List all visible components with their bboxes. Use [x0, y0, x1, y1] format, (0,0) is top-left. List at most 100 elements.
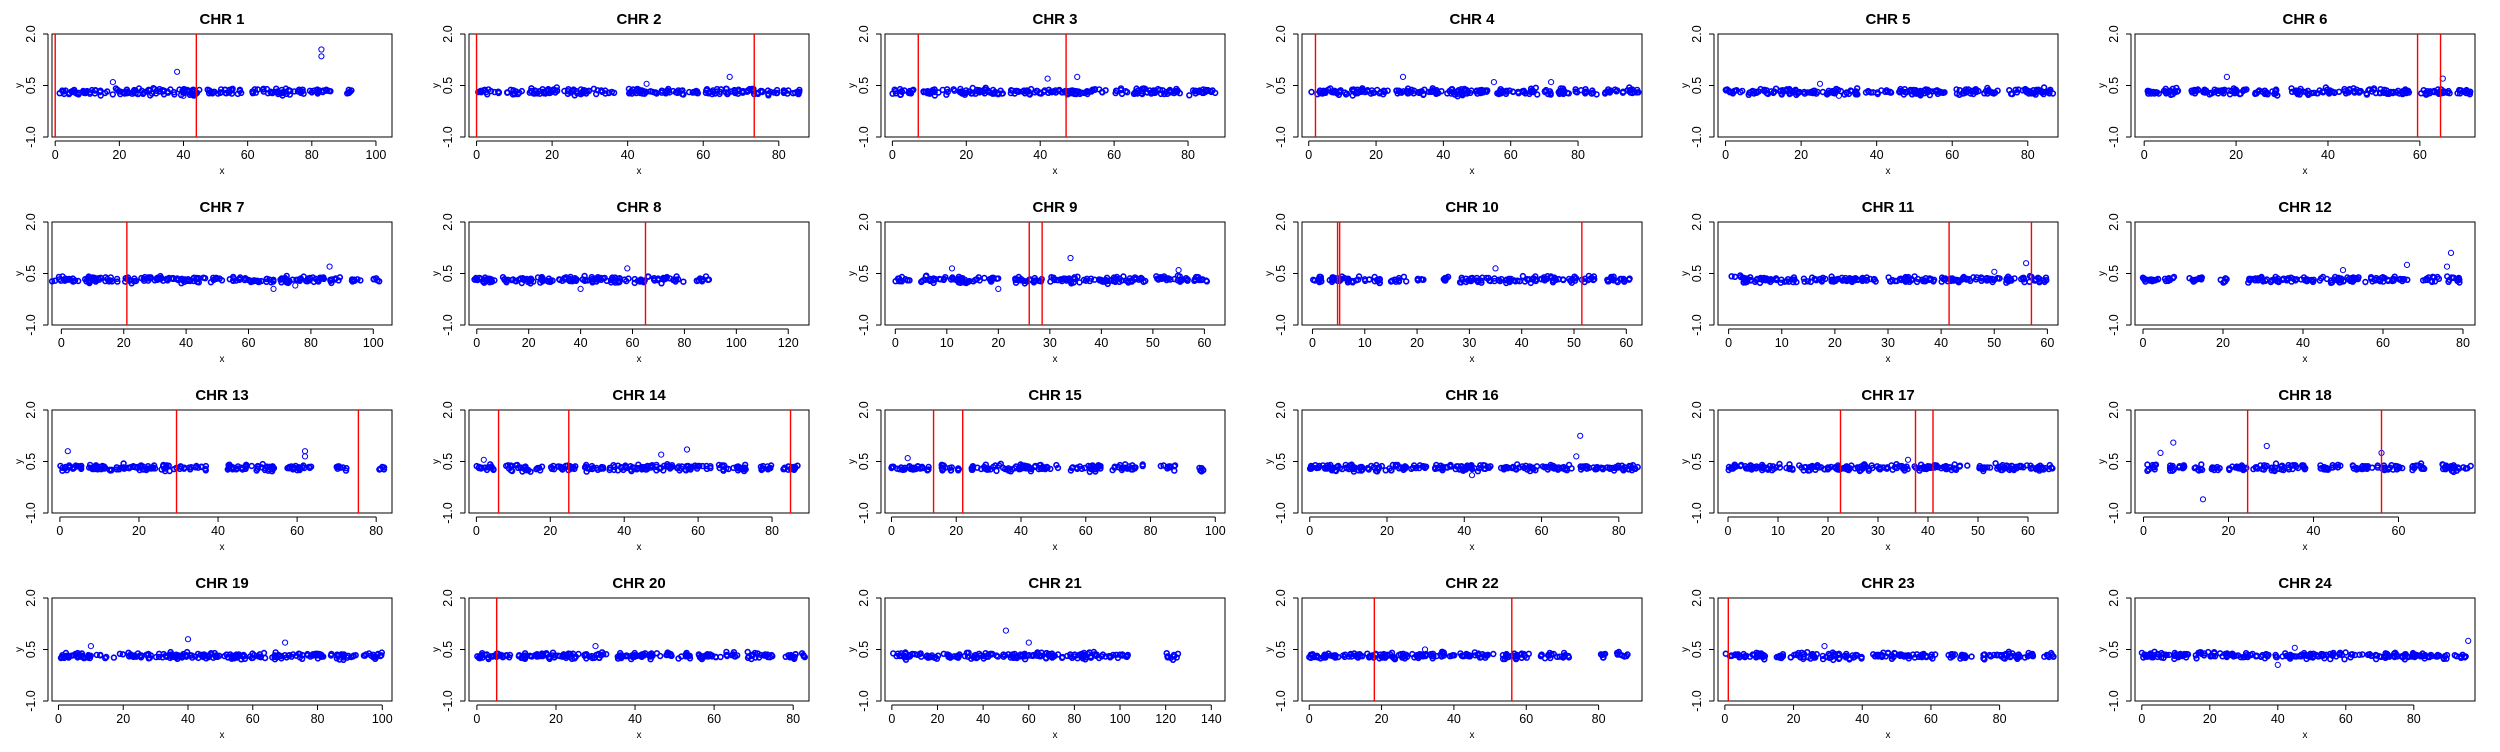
data-point	[704, 87, 709, 92]
data-point	[1365, 88, 1370, 93]
x-tick-label: 60	[625, 336, 639, 350]
x-axis-label: x	[2303, 166, 2308, 177]
x-axis-label: x	[1053, 542, 1058, 553]
data-point	[1958, 88, 1963, 93]
outlier-point	[2171, 440, 2176, 445]
plot-frame	[1718, 34, 2058, 137]
x-tick-label: 100	[725, 336, 746, 350]
x-tick-label: 0	[2141, 148, 2148, 162]
scatter-points	[59, 637, 385, 663]
outlier-point	[996, 286, 1001, 291]
x-tick-label: 0	[892, 336, 899, 350]
chart-title: CHR 17	[1862, 387, 1915, 404]
y-tick-label: 0.5	[2107, 77, 2121, 94]
outlier-point	[110, 80, 115, 85]
outlier-point	[727, 74, 732, 79]
x-tick-label: 50	[1146, 336, 1160, 350]
x-tick-label: 60	[1946, 148, 1960, 162]
x-tick-label: 30	[1871, 524, 1885, 538]
chart-title: CHR 18	[2278, 387, 2331, 404]
x-tick-label: 50	[1971, 524, 1985, 538]
y-axis-label: y	[431, 83, 442, 88]
y-tick-label: 0.5	[24, 641, 38, 658]
x-tick-label: 100	[1205, 524, 1226, 538]
scatter-points	[1727, 457, 2056, 473]
plot-frame	[469, 598, 809, 701]
y-tick-label: 0.5	[1274, 265, 1288, 282]
outlier-point	[1818, 81, 1823, 86]
data-point	[223, 87, 228, 92]
y-tick-label: -1.0	[2107, 126, 2121, 148]
outlier-point	[1992, 269, 1997, 274]
data-point	[2172, 275, 2177, 280]
x-tick-label: 0	[889, 148, 896, 162]
data-point	[1850, 89, 1855, 94]
y-tick-label: 0.5	[1690, 453, 1704, 470]
x-tick-label: 100	[363, 336, 384, 350]
outlier-point	[319, 54, 324, 59]
x-tick-label: 10	[1771, 524, 1785, 538]
data-point	[2299, 277, 2304, 282]
x-tick-label: 60	[2021, 524, 2035, 538]
y-tick-label: -1.0	[1274, 502, 1288, 524]
data-point	[226, 655, 231, 660]
scatter-points	[889, 456, 1206, 475]
y-tick-label: 0.5	[857, 453, 871, 470]
data-point	[2174, 86, 2179, 91]
chart-title: CHR 10	[1445, 199, 1498, 216]
x-tick-label: 60	[1534, 524, 1548, 538]
data-point	[657, 654, 662, 659]
outlier-point	[2024, 261, 2029, 266]
y-tick-label: -1.0	[441, 502, 455, 524]
x-tick-label: 0	[888, 524, 895, 538]
x-tick-label: 20	[1380, 524, 1394, 538]
outlier-point	[2224, 74, 2229, 79]
x-tick-label: 20	[117, 336, 131, 350]
data-point	[1439, 89, 1444, 94]
y-tick-label: 2.0	[857, 213, 871, 230]
x-tick-label: 20	[1410, 336, 1424, 350]
data-point	[1042, 88, 1047, 93]
x-tick-label: 80	[311, 712, 325, 726]
x-tick-label: 0	[52, 148, 59, 162]
scatter-points	[1724, 81, 2056, 98]
outlier-point	[283, 640, 288, 645]
y-axis-label: y	[1264, 271, 1275, 276]
outlier-point	[1548, 80, 1553, 85]
x-tick-label: 60	[691, 524, 705, 538]
x-tick-label: 20	[116, 712, 130, 726]
y-tick-label: 2.0	[24, 213, 38, 230]
x-tick-label: 40	[181, 712, 195, 726]
y-axis-label: y	[431, 459, 442, 464]
outlier-point	[1577, 433, 1582, 438]
data-point	[1054, 463, 1059, 468]
plot-frame	[52, 598, 392, 701]
outlier-point	[2448, 250, 2453, 255]
x-tick-label: 10	[1775, 336, 1789, 350]
y-tick-label: -1.0	[24, 690, 38, 712]
y-tick-label: -1.0	[1690, 314, 1704, 336]
data-point	[1404, 279, 1409, 284]
x-tick-label: 50	[1988, 336, 2002, 350]
data-point	[2365, 92, 2370, 97]
x-tick-label: 80	[305, 148, 319, 162]
x-tick-label: 20	[112, 148, 126, 162]
y-axis-label: y	[2097, 271, 2108, 276]
x-axis-label: x	[1469, 166, 1474, 177]
plot-frame	[1718, 410, 2058, 513]
y-tick-label: -1.0	[24, 502, 38, 524]
data-point	[749, 657, 754, 662]
x-tick-label: 40	[620, 148, 634, 162]
x-tick-label: 20	[543, 524, 557, 538]
plot-frame	[52, 34, 392, 137]
data-point	[1965, 463, 1970, 468]
data-point	[1958, 463, 1963, 468]
